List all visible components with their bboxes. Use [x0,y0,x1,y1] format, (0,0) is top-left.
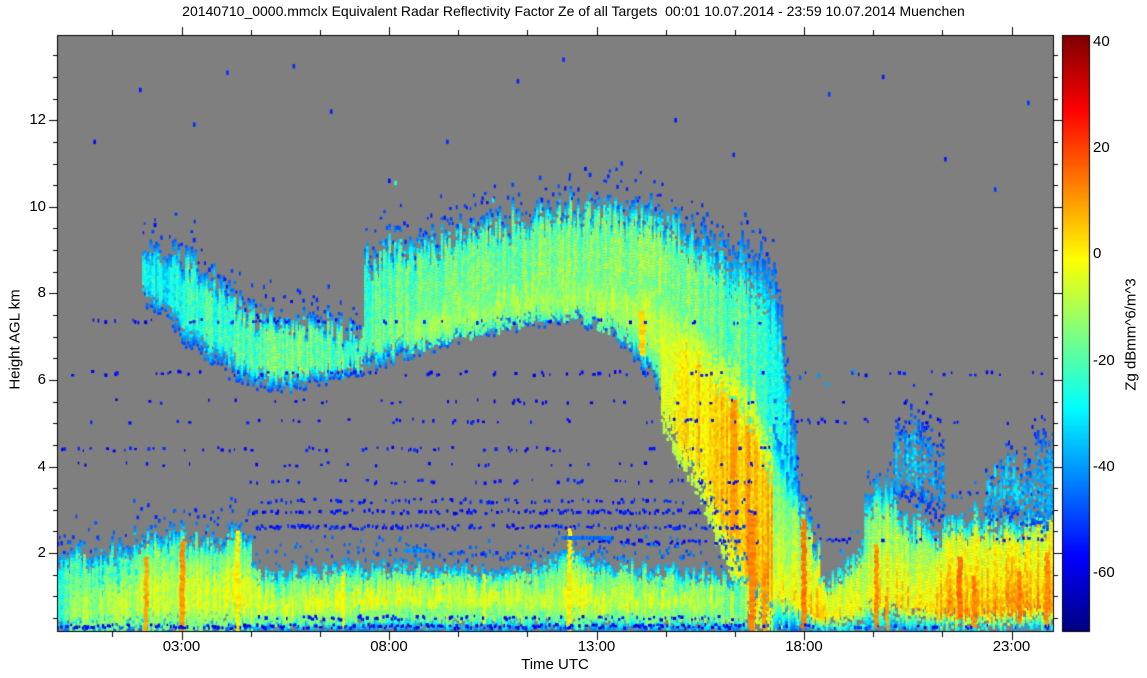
chart-title: 20140710_0000.mmclx Equivalent Radar Ref… [182,3,965,19]
y-tick-label: 4 [37,457,46,475]
y-tick-label: 12 [29,111,46,129]
y-tick-label: 8 [37,284,46,302]
y-tick-label: 6 [37,370,46,388]
y-tick-label: 2 [37,544,46,562]
colorbar-tick-label: -20 [1093,351,1115,369]
colorbar-tick-label: 40 [1093,32,1110,50]
colorbar-tick-label: -60 [1093,564,1115,582]
x-axis-label: Time UTC [521,656,589,673]
y-axis-label: Height AGL km [6,289,24,390]
colorbar-tick-label: 0 [1093,245,1102,263]
y-tick-label: 10 [29,197,46,215]
x-tick-label: 18:00 [785,638,823,655]
x-tick-label: 23:00 [992,638,1031,655]
colorbar-tick-label: -40 [1093,457,1115,475]
x-tick-label: 13:00 [577,638,616,655]
colorbar-tick-label: 20 [1093,139,1110,157]
x-tick-label: 08:00 [370,638,408,655]
colorbar-label: Zg dBmm^6/m^3 [1122,278,1140,391]
x-tick-label: 03:00 [162,638,201,655]
